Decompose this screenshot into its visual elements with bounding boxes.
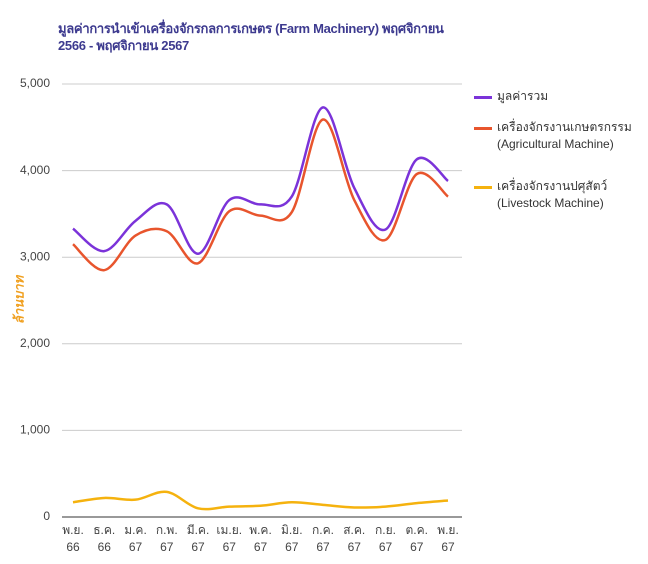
y-tick-label: 5,000: [20, 76, 50, 90]
y-tick-label: 3,000: [20, 249, 50, 263]
legend-label: เครื่องจักรงานเกษตรกรรม (Agricultural Ma…: [497, 120, 632, 151]
y-tick-label: 0: [43, 509, 50, 523]
x-tick-label: มี.ค. 67: [186, 523, 210, 554]
legend-label: มูลค่ารวม: [497, 89, 549, 103]
x-tick-label: ส.ค. 67: [343, 523, 366, 554]
x-tick-label: พ.ย. 67: [437, 523, 459, 554]
x-tick-label: พ.ค. 67: [249, 523, 272, 554]
y-axis-title: ล้านบาท: [11, 274, 26, 324]
x-tick-label: ก.พ. 67: [155, 523, 178, 554]
x-tick-label: ก.ค. 67: [312, 523, 334, 554]
line-series: [72, 118, 449, 272]
legend-swatch: [474, 96, 492, 99]
legend-swatch: [474, 186, 492, 189]
x-tick-label: เม.ย. 67: [216, 523, 243, 554]
x-tick-label: ธ.ค. 66: [93, 523, 116, 554]
x-tick-label: มิ.ย. 67: [280, 523, 303, 554]
x-tick-label: ต.ค. 67: [405, 523, 429, 554]
x-tick-label: พ.ย. 66: [62, 523, 84, 554]
line-series: [72, 490, 449, 511]
line-series: [72, 106, 449, 255]
legend-label: เครื่องจักรงานปศุสัตว์ (Livestock Machin…: [497, 179, 608, 210]
x-tick-label: ก.ย. 67: [375, 523, 396, 554]
y-tick-label: 1,000: [20, 423, 50, 437]
legend-swatch: [474, 127, 492, 130]
y-tick-label: 4,000: [20, 163, 50, 177]
x-tick-label: ม.ค. 67: [124, 523, 147, 554]
chart-title: มูลค่าการนำเข้าเครื่องจักรกลการเกษตร (Fa…: [58, 21, 444, 53]
y-tick-label: 2,000: [20, 336, 50, 350]
